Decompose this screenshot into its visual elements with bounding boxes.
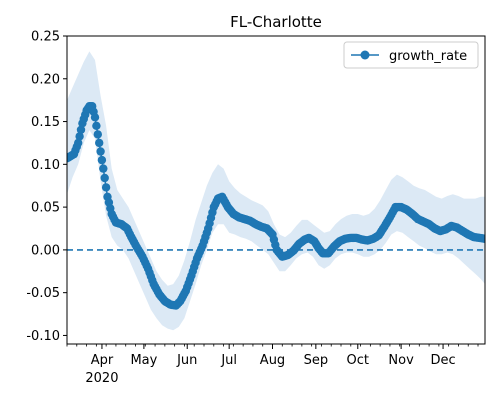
- legend-label-growth-rate: growth_rate: [389, 49, 467, 64]
- data-point: [93, 130, 103, 139]
- data-point: [101, 183, 111, 192]
- y-tick-label: 0.00: [31, 243, 60, 258]
- y-tick-label: 0.10: [31, 158, 60, 173]
- x-tick-label: Sep: [304, 353, 329, 368]
- data-point: [90, 113, 100, 122]
- legend-swatch-marker: [360, 50, 370, 60]
- y-tick-label: 0.15: [31, 115, 60, 130]
- plot-frame: [66, 35, 486, 345]
- x-tick-label: May: [130, 353, 157, 368]
- data-point: [480, 234, 485, 243]
- y-tick-label: -0.05: [26, 286, 60, 301]
- chart-title: FL-Charlotte: [230, 13, 322, 31]
- y-tick-label: 0.25: [31, 30, 60, 45]
- y-tick-label: 0.05: [31, 201, 60, 216]
- legend: growth_rate: [343, 41, 479, 69]
- axes-layer: -0.10 -0.05 0.00 0.05 0.10 0.15 0.20 0.25 Apr 202…: [26, 30, 486, 386]
- x-tick-label: Jul: [220, 353, 237, 368]
- x-tick-label: Apr: [91, 353, 114, 368]
- data-point: [76, 125, 86, 134]
- x-tick-label: Jun: [176, 353, 197, 368]
- confidence-band-layer: [67, 51, 485, 331]
- x-tick-label: Dec: [430, 353, 455, 368]
- x-tick-label: Aug: [260, 353, 285, 368]
- data-point: [92, 121, 101, 130]
- x-tick-label: Oct: [347, 353, 369, 368]
- series-layer: [67, 102, 485, 310]
- data-point: [99, 164, 108, 173]
- x-year-label: 2020: [85, 371, 118, 386]
- data-point: [95, 138, 104, 148]
- x-tick-label: Nov: [388, 353, 414, 368]
- data-point: [96, 147, 105, 156]
- legend-box: [343, 41, 479, 69]
- data-point: [75, 132, 84, 141]
- y-tick-label: -0.10: [26, 329, 60, 344]
- y-tick-label: 0.20: [31, 72, 60, 87]
- confidence-band: [67, 51, 485, 331]
- data-point: [97, 155, 107, 165]
- data-point: [100, 173, 109, 183]
- data-point: [74, 138, 83, 148]
